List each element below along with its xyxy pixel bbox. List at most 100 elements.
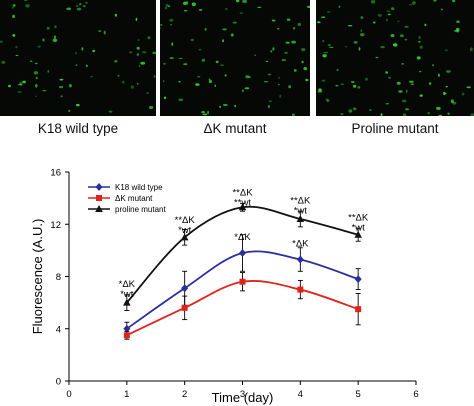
fluorescent-cell bbox=[438, 114, 443, 116]
micrograph-cells bbox=[0, 0, 156, 113]
fluorescent-cell bbox=[265, 60, 269, 63]
significance-label: *ΔK bbox=[292, 238, 309, 249]
fluorescent-cell bbox=[148, 106, 154, 109]
fluorescent-cell bbox=[239, 12, 243, 14]
fluorescent-cell bbox=[345, 46, 347, 48]
data-point-square bbox=[123, 332, 130, 339]
fluorescent-cell bbox=[404, 25, 409, 28]
y-tick-label: 16 bbox=[50, 168, 61, 179]
fluorescent-cell bbox=[338, 5, 341, 8]
fluorescent-cell bbox=[301, 48, 306, 52]
fluorescent-cell bbox=[377, 14, 382, 17]
fluorescent-cell bbox=[195, 83, 200, 86]
fluorescent-cell bbox=[23, 0, 28, 1]
significance-label: *wt bbox=[120, 289, 134, 300]
fluorescent-cell bbox=[183, 9, 188, 12]
micrograph-cells bbox=[160, 0, 310, 116]
caption-proline-mutant: Proline mutant bbox=[351, 121, 439, 136]
fluorescent-cell bbox=[305, 78, 309, 82]
fluorescent-cell bbox=[89, 76, 94, 78]
fluorescent-cell bbox=[433, 0, 437, 2]
x-tick-label: 3 bbox=[240, 389, 245, 400]
fluorescent-cell bbox=[397, 20, 400, 22]
fluorescent-cell bbox=[219, 105, 222, 108]
x-tick-label: 1 bbox=[124, 389, 129, 400]
fluorescent-cell bbox=[277, 77, 281, 79]
fluorescent-cell bbox=[340, 83, 344, 85]
fluorescent-cell bbox=[160, 27, 162, 29]
fluorescent-cell bbox=[385, 18, 388, 22]
fluorescent-cell bbox=[323, 51, 329, 54]
fluorescent-cell bbox=[244, 87, 250, 90]
significance-label: *wt bbox=[178, 225, 192, 236]
fluorescent-cell bbox=[82, 5, 86, 7]
legend-entry: K18 wild type bbox=[115, 183, 163, 192]
fluorescent-cell bbox=[232, 21, 237, 24]
x-tick-label: 6 bbox=[413, 389, 418, 400]
fluorescent-cell bbox=[452, 0, 456, 3]
fluorescent-cell bbox=[419, 94, 423, 97]
fluorescent-cell bbox=[321, 79, 326, 82]
fluorescent-cell bbox=[443, 91, 446, 96]
fluorescent-cell bbox=[418, 35, 421, 40]
fluorescent-cell bbox=[370, 0, 376, 4]
caption-k18-wild-type: K18 wild type bbox=[37, 121, 119, 136]
fluorescent-cell bbox=[76, 7, 82, 11]
fluorescent-cell bbox=[410, 83, 414, 86]
fluorescent-cell bbox=[60, 95, 63, 98]
fluorescent-cell bbox=[392, 43, 398, 47]
fluorescent-cell bbox=[357, 86, 361, 89]
fluorescent-cell bbox=[37, 45, 41, 48]
fluorescent-cell bbox=[404, 38, 408, 41]
fluorescent-cell bbox=[285, 41, 290, 44]
fluorescent-cell bbox=[68, 109, 71, 112]
fluorescent-cell bbox=[303, 67, 308, 71]
fluorescent-cell bbox=[69, 84, 72, 88]
fluorescent-cell bbox=[19, 82, 23, 86]
fluorescent-cell bbox=[190, 38, 194, 42]
significance-label: **ΔK bbox=[348, 212, 369, 223]
fluorescent-cell bbox=[136, 82, 139, 85]
fluorescent-cell bbox=[81, 47, 84, 51]
fluorescent-cell bbox=[130, 85, 134, 89]
fluorescent-cell bbox=[291, 113, 295, 116]
fluorescent-cell bbox=[33, 71, 39, 75]
fluorescent-cell bbox=[178, 98, 184, 102]
fluorescent-cell bbox=[277, 27, 280, 30]
fluorescent-cell bbox=[401, 62, 404, 65]
fluorescent-cell bbox=[322, 54, 327, 58]
data-point-square bbox=[297, 286, 304, 293]
fluorescent-cell bbox=[47, 70, 50, 73]
fluorescent-cell bbox=[164, 6, 168, 10]
micrograph-dk-mutant bbox=[160, 0, 310, 116]
fluorescent-cell bbox=[35, 76, 38, 80]
micrograph-k18-wild-type bbox=[0, 0, 156, 116]
fluorescent-cell bbox=[191, 2, 196, 6]
fluorescent-cell bbox=[198, 48, 202, 51]
fluorescent-cell bbox=[35, 62, 38, 65]
fluorescent-cell bbox=[185, 1, 189, 5]
significance-label: *wt bbox=[352, 222, 366, 233]
x-tick-label: 0 bbox=[66, 389, 71, 400]
data-point-triangle bbox=[354, 230, 362, 238]
fluorescent-cell bbox=[436, 106, 441, 111]
fluorescent-cell bbox=[53, 35, 57, 39]
significance-label: **wt bbox=[234, 198, 251, 209]
data-point-square bbox=[355, 306, 362, 313]
fluorescent-cell bbox=[325, 98, 329, 101]
fluorescent-cell bbox=[241, 89, 244, 93]
fluorescent-cell bbox=[409, 80, 414, 83]
fluorescent-cell bbox=[353, 41, 358, 44]
fluorescent-cell bbox=[445, 86, 448, 88]
fluorescent-cell bbox=[215, 60, 219, 64]
fluorescent-cell bbox=[348, 109, 353, 113]
fluorescent-cell bbox=[1, 60, 6, 64]
fluorescent-cell bbox=[222, 39, 225, 43]
fluorescent-cell bbox=[387, 13, 391, 16]
micrograph-proline-mutant bbox=[316, 0, 474, 116]
fluorescent-cell bbox=[380, 113, 383, 116]
fluorescent-cell bbox=[178, 81, 181, 83]
fluorescent-cell bbox=[329, 46, 334, 49]
legend-entry: proline mutant bbox=[115, 205, 166, 214]
fluorescent-cell bbox=[291, 40, 296, 44]
